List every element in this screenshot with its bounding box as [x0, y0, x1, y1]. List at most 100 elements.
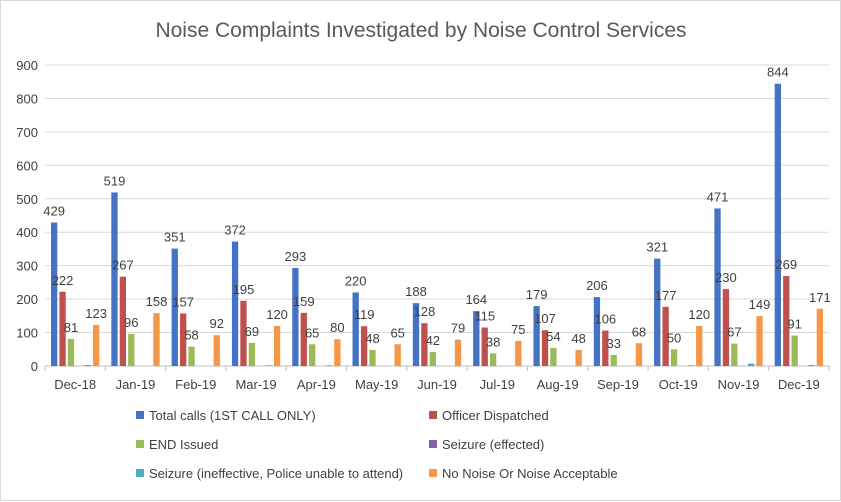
bar — [119, 276, 127, 366]
x-tick-label: Jul-19 — [480, 377, 515, 392]
legend-swatch — [136, 469, 144, 477]
bar — [309, 344, 316, 366]
x-tick-label: Jan-19 — [116, 377, 156, 392]
legend-item: Seizure (ineffective, Police unable to a… — [136, 466, 403, 481]
data-label: 158 — [146, 294, 168, 309]
data-label: 188 — [405, 284, 427, 299]
data-label: 372 — [224, 223, 246, 238]
bar — [292, 268, 299, 366]
data-label: 269 — [775, 257, 797, 272]
x-tick-label: Oct-19 — [659, 377, 698, 392]
bar — [213, 335, 220, 366]
bar — [265, 365, 272, 366]
y-tick-label: 300 — [16, 259, 38, 274]
bar — [696, 325, 703, 366]
data-label: 195 — [233, 282, 255, 297]
bar — [714, 208, 721, 366]
bar — [67, 338, 75, 366]
bar — [722, 289, 730, 366]
y-tick-label: 500 — [16, 192, 38, 207]
legend-item: END Issued — [136, 437, 218, 452]
x-tick-label: Apr-19 — [297, 377, 336, 392]
data-label: 69 — [245, 324, 259, 339]
bar — [300, 312, 307, 366]
bar — [533, 306, 540, 366]
data-label: 80 — [330, 320, 344, 335]
x-tick-label: Mar-19 — [235, 377, 276, 392]
legend-swatch — [429, 440, 437, 448]
x-tick-label: Jun-19 — [417, 377, 457, 392]
data-label: 92 — [210, 316, 224, 331]
bar — [273, 325, 281, 366]
data-label: 81 — [64, 320, 78, 335]
bar — [670, 349, 678, 366]
bar — [412, 303, 420, 366]
data-label: 157 — [172, 294, 194, 309]
bar — [635, 343, 643, 366]
data-label: 48 — [365, 331, 379, 346]
bar — [188, 346, 195, 366]
bar — [593, 297, 601, 366]
bar — [84, 364, 91, 366]
bar — [153, 313, 160, 366]
bar — [93, 324, 100, 366]
legend-swatch — [429, 469, 437, 477]
bar — [111, 192, 118, 366]
bar — [231, 241, 239, 366]
legend-label: Total calls (1ST CALL ONLY) — [149, 408, 316, 423]
data-label: 149 — [749, 297, 771, 312]
bar — [756, 316, 763, 366]
legend-label: END Issued — [149, 437, 218, 452]
data-label: 65 — [305, 325, 319, 340]
legend: Total calls (1ST CALL ONLY) Officer Dispa… — [136, 408, 618, 481]
data-label: 123 — [85, 306, 107, 321]
data-label: 351 — [164, 230, 186, 245]
data-label: 120 — [688, 307, 710, 322]
bar — [654, 258, 661, 366]
y-tick-label: 200 — [16, 292, 38, 307]
y-tick-label: 600 — [16, 158, 38, 173]
y-tick-label: 700 — [16, 125, 38, 140]
bar — [747, 363, 755, 366]
bar — [180, 313, 187, 366]
legend-label: Officer Dispatched — [442, 408, 549, 423]
data-label: 171 — [809, 290, 831, 305]
y-tick-label: 400 — [16, 225, 38, 240]
data-label: 68 — [632, 324, 646, 339]
bar — [240, 300, 247, 366]
legend-item: No Noise Or Noise Acceptable — [429, 466, 618, 481]
data-label: 115 — [474, 309, 495, 324]
bar — [171, 248, 178, 366]
y-tick-label: 900 — [16, 58, 38, 73]
data-label: 177 — [655, 288, 677, 303]
data-label: 106 — [594, 312, 616, 327]
data-label: 206 — [586, 278, 608, 293]
bar — [473, 311, 480, 366]
x-tick-label: Aug-19 — [537, 377, 579, 392]
bar — [325, 365, 333, 366]
legend-swatch — [136, 411, 144, 419]
data-label: 33 — [606, 336, 620, 351]
bar — [774, 83, 781, 367]
chart-title: Noise Complaints Investigated by Noise C… — [155, 19, 686, 42]
data-label: 96 — [124, 315, 138, 330]
data-label: 321 — [646, 240, 668, 255]
legend-swatch — [429, 411, 437, 419]
bar — [429, 351, 436, 366]
data-label: 120 — [266, 307, 288, 322]
bar — [352, 292, 359, 366]
bar — [808, 364, 815, 366]
data-label: 107 — [534, 311, 556, 326]
data-label: 65 — [390, 325, 404, 340]
bar — [369, 349, 376, 366]
x-tick-label: May-19 — [355, 377, 398, 392]
gridlines — [45, 64, 829, 367]
bar — [360, 326, 368, 366]
data-label: 471 — [707, 189, 729, 204]
bar — [541, 330, 549, 366]
bar — [515, 340, 522, 366]
data-label: 91 — [787, 317, 801, 332]
data-label: 75 — [511, 322, 525, 337]
